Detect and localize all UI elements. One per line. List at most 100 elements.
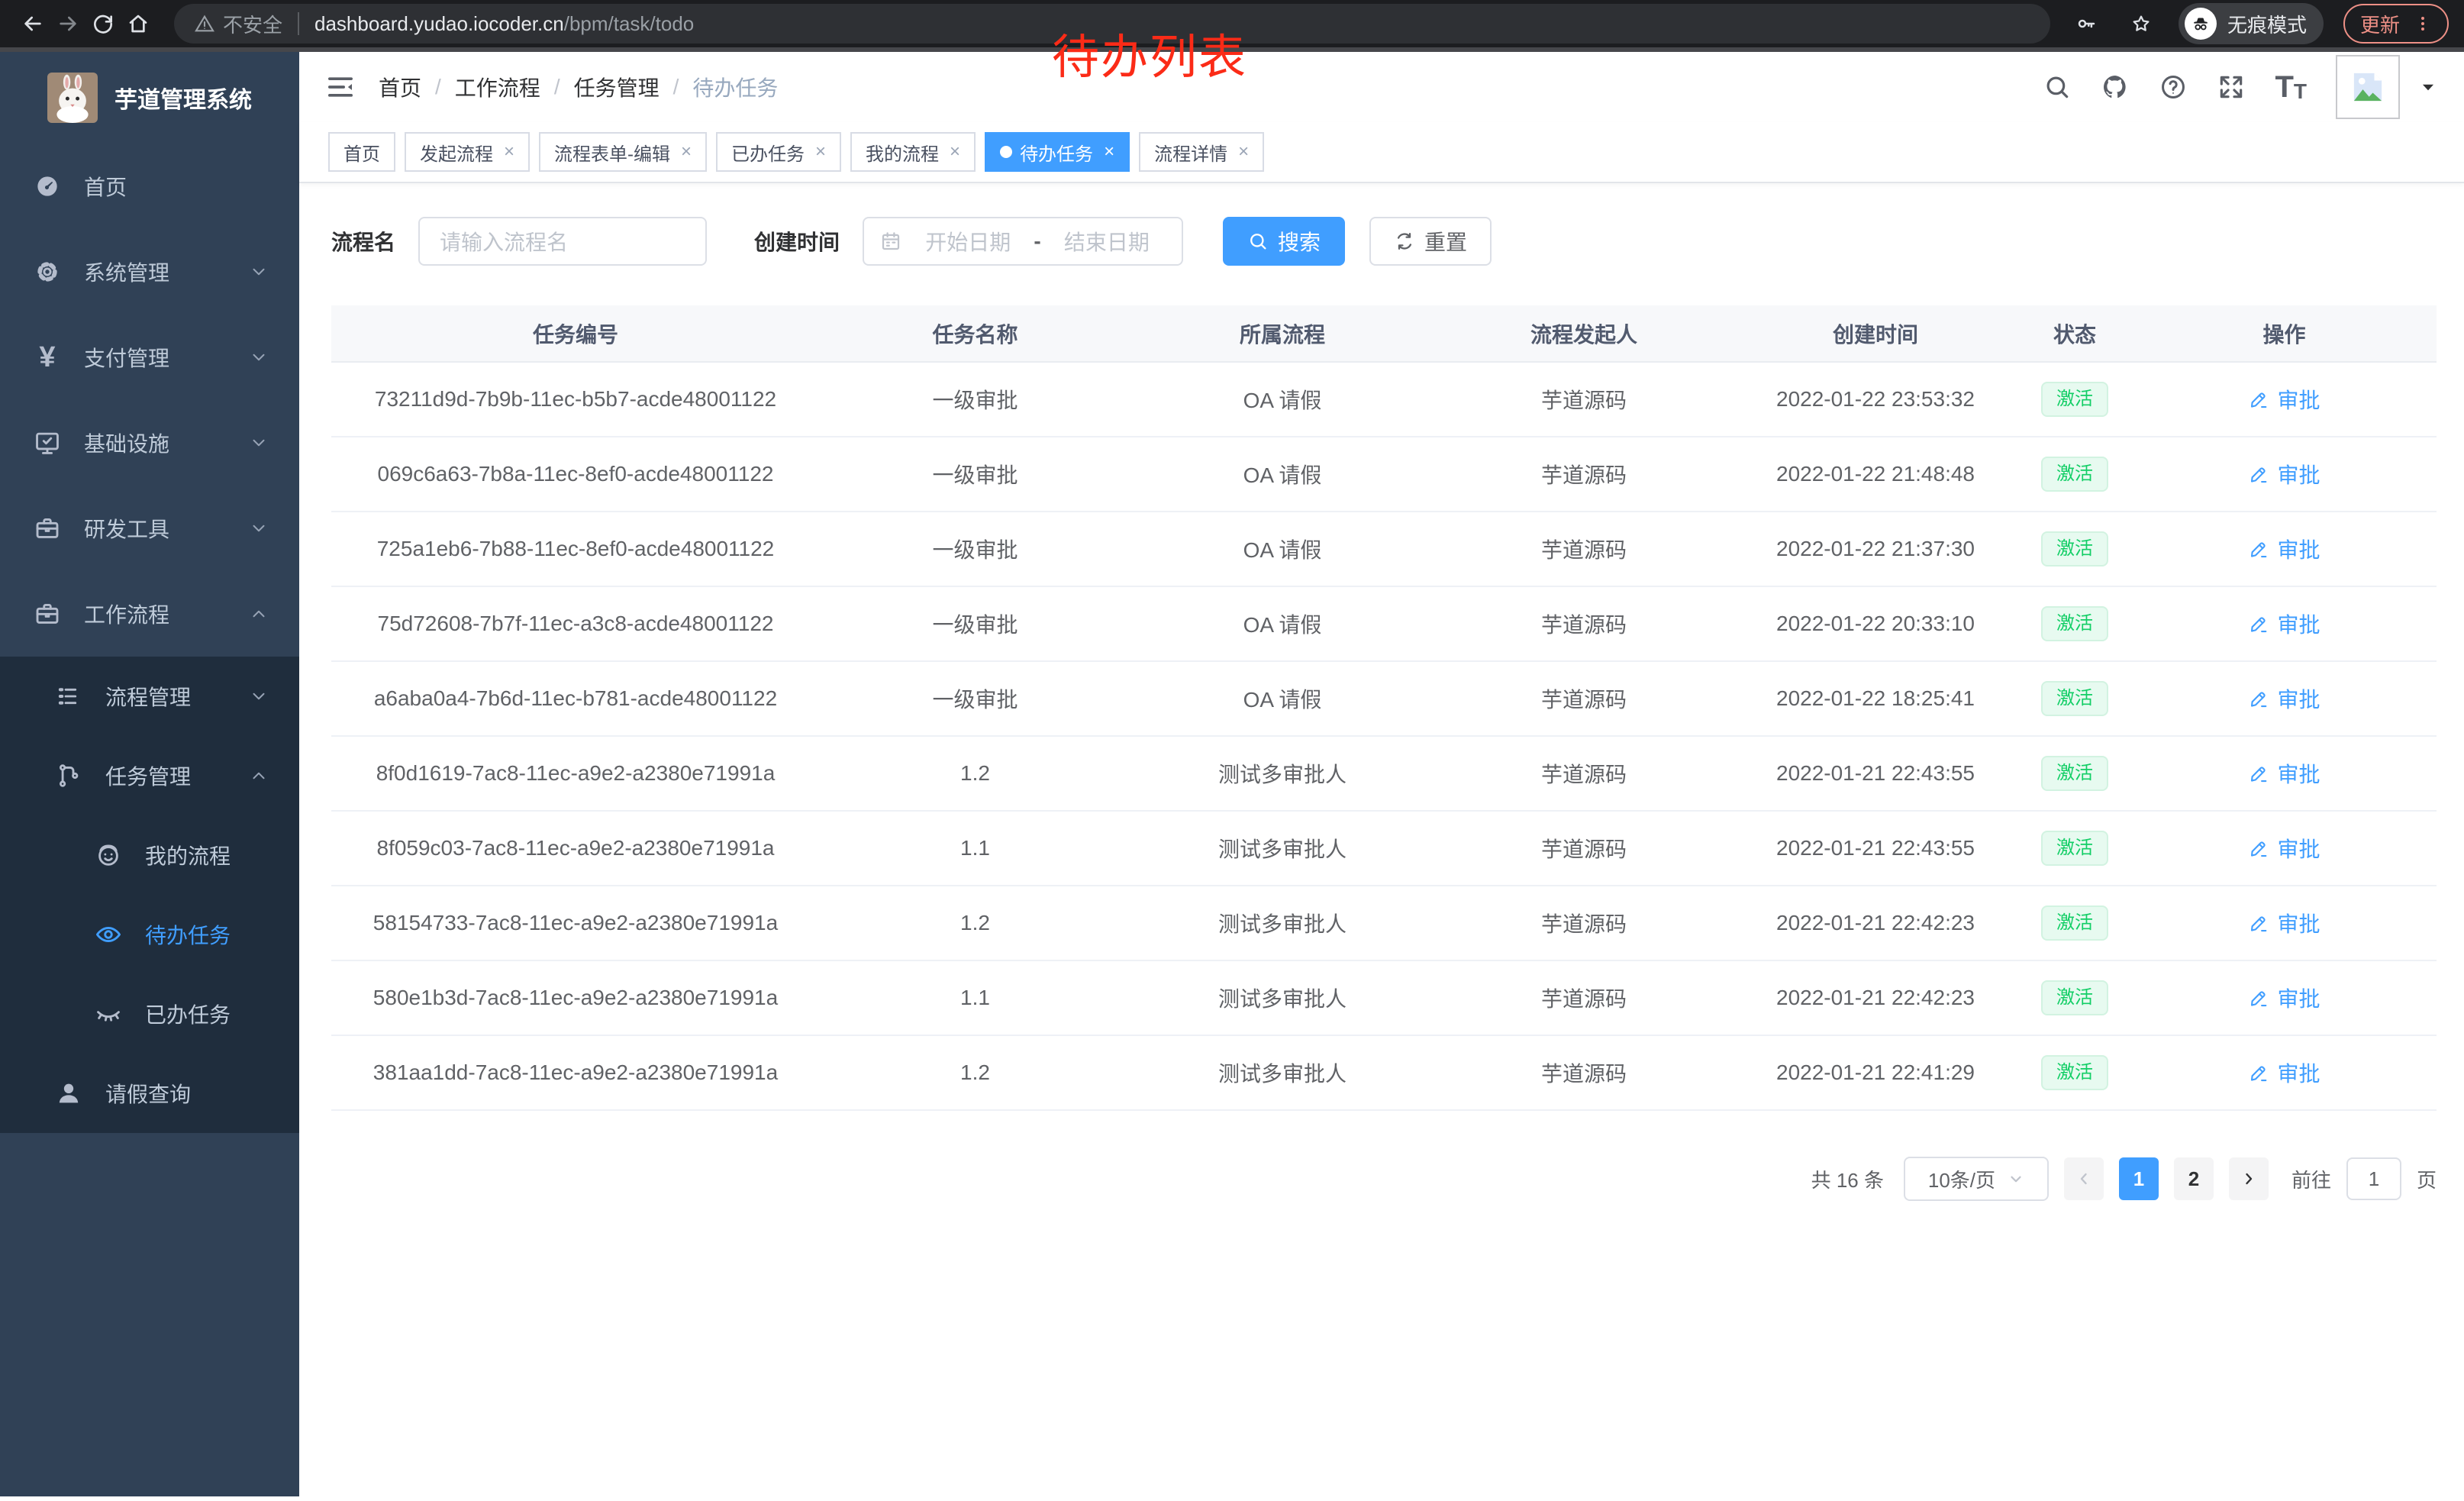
approve-link[interactable]: 审批	[2248, 384, 2320, 415]
sidebar-item-支付管理[interactable]: ¥ 支付管理	[0, 315, 299, 400]
initiator-cell: 芋道源码	[1434, 811, 1734, 886]
goto-label: 前往	[2291, 1168, 2331, 1192]
collapse-sidebar-icon[interactable]	[325, 72, 356, 102]
sidebar-item-请假查询[interactable]: 请假查询	[0, 1054, 299, 1133]
sidebar-item-基础设施[interactable]: 基础设施	[0, 400, 299, 486]
close-tab-icon[interactable]: ×	[1238, 141, 1250, 162]
operation-cell: 审批	[2132, 362, 2437, 437]
sidebar-item-待办任务[interactable]: 待办任务	[0, 895, 299, 974]
yen-icon: ¥	[39, 341, 56, 373]
page-button-2[interactable]: 2	[2173, 1157, 2214, 1200]
incognito-badge: 无痕模式	[2178, 3, 2324, 44]
tab-待办任务[interactable]: 待办任务 ×	[985, 132, 1130, 172]
approve-link[interactable]: 审批	[2248, 534, 2320, 564]
status-badge: 激活	[2041, 830, 2108, 867]
sidebar-item-流程管理[interactable]: 流程管理	[0, 657, 299, 736]
reload-icon[interactable]	[85, 6, 121, 41]
sidebar-item-label: 研发工具	[84, 518, 170, 541]
approve-link[interactable]: 审批	[2248, 683, 2320, 714]
home-icon[interactable]	[121, 6, 156, 41]
tab-流程表单-编辑[interactable]: 流程表单-编辑 ×	[539, 132, 708, 172]
page-button-1[interactable]: 1	[2118, 1157, 2159, 1200]
tab-首页[interactable]: 首页	[328, 132, 395, 172]
sidebar-item-label: 已办任务	[145, 1003, 231, 1027]
breadcrumb-item[interactable]: 任务管理	[573, 76, 660, 100]
goto-page-input[interactable]: 1	[2346, 1157, 2401, 1200]
process-cell: OA 请假	[1130, 437, 1434, 512]
approve-link[interactable]: 审批	[2248, 459, 2320, 489]
table-row: 069c6a63-7b8a-11ec-8ef0-acde48001122 一级审批…	[331, 437, 2437, 512]
table-row: 8f0d1619-7ac8-11ec-a9e2-a2380e71991a 1.2 测…	[331, 736, 2437, 812]
approve-link[interactable]: 审批	[2248, 608, 2320, 639]
sidebar-item-任务管理[interactable]: 任务管理	[0, 736, 299, 815]
browser-chrome: 不安全 dashboard.yudao.iocoder.cn/bpm/task/…	[0, 0, 2464, 84]
task-name-cell: 一级审批	[820, 661, 1130, 737]
close-tab-icon[interactable]: ×	[504, 141, 515, 162]
initiator-cell: 芋道源码	[1434, 886, 1734, 961]
github-icon[interactable]	[2101, 73, 2130, 102]
tab-label: 流程详情	[1154, 144, 1228, 165]
task-id-cell: 381aa1dd-7ac8-11ec-a9e2-a2380e71991a	[331, 1035, 820, 1111]
fullscreen-icon[interactable]	[2217, 73, 2246, 102]
browser-update-button[interactable]: 更新	[2343, 4, 2449, 44]
address-divider	[298, 12, 300, 35]
tab-流程详情[interactable]: 流程详情 ×	[1139, 132, 1265, 172]
sidebar-item-label: 流程管理	[105, 686, 192, 709]
address-bar[interactable]: 不安全 dashboard.yudao.iocoder.cn/bpm/task/…	[174, 4, 2050, 44]
update-label: 更新	[2359, 13, 2400, 37]
approve-link[interactable]: 审批	[2248, 983, 2320, 1013]
tab-发起流程[interactable]: 发起流程 ×	[405, 132, 531, 172]
close-tab-icon[interactable]: ×	[681, 141, 692, 162]
approve-link[interactable]: 审批	[2248, 908, 2320, 938]
workflow-submenu: 流程管理任务管理 我的流程 待办任务已办任务请假查询	[0, 657, 299, 1133]
breadcrumb-item[interactable]: 工作流程	[454, 76, 540, 100]
table-row: 8f059c03-7ac8-11ec-a9e2-a2380e71991a 1.1 测…	[331, 811, 2437, 886]
status-badge: 激活	[2041, 381, 2108, 418]
sidebar-item-我的流程[interactable]: 我的流程	[0, 815, 299, 895]
approve-label: 审批	[2277, 687, 2320, 712]
star-icon[interactable]	[2124, 6, 2159, 41]
search-icon[interactable]	[2043, 73, 2072, 102]
key-icon[interactable]	[2069, 6, 2104, 41]
close-tab-icon[interactable]: ×	[950, 141, 961, 162]
process-cell: OA 请假	[1130, 512, 1434, 587]
page-content: 流程名 请输入流程名 创建时间 开始日期 - 结束日期 搜索 重置	[299, 183, 2464, 1201]
search-button[interactable]: 搜索	[1223, 217, 1346, 266]
approve-link[interactable]: 审批	[2248, 758, 2320, 789]
sidebar-item-系统管理[interactable]: 系统管理	[0, 229, 299, 315]
sidebar-item-label: 工作流程	[84, 603, 170, 627]
menu-dots-icon[interactable]	[2414, 15, 2432, 33]
approve-link[interactable]: 审批	[2248, 1057, 2320, 1088]
reset-button[interactable]: 重置	[1369, 217, 1492, 266]
process-cell: 测试多审批人	[1130, 1035, 1434, 1111]
sidebar-item-首页[interactable]: 首页	[0, 144, 299, 229]
status-cell: 激活	[2017, 960, 2132, 1036]
process-name-input[interactable]: 请输入流程名	[418, 217, 708, 266]
date-range-picker[interactable]: 开始日期 - 结束日期	[863, 217, 1184, 266]
prev-page-button[interactable]	[2063, 1157, 2104, 1200]
status-cell: 激活	[2017, 811, 2132, 886]
breadcrumb-item[interactable]: 首页	[379, 76, 422, 100]
page-size-select[interactable]: 10条/页	[1903, 1157, 2049, 1201]
sidebar-item-工作流程[interactable]: 工作流程	[0, 571, 299, 657]
incognito-label: 无痕模式	[2227, 13, 2307, 37]
caret-down-icon[interactable]	[2418, 77, 2438, 97]
status-badge: 激活	[2041, 1054, 2108, 1091]
forward-icon[interactable]	[50, 6, 85, 41]
sidebar-item-研发工具[interactable]: 研发工具	[0, 486, 299, 571]
approve-link[interactable]: 审批	[2248, 833, 2320, 863]
next-page-button[interactable]	[2228, 1157, 2269, 1200]
close-tab-icon[interactable]: ×	[815, 141, 827, 162]
sidebar-item-已办任务[interactable]: 已办任务	[0, 974, 299, 1054]
back-icon[interactable]	[15, 6, 50, 41]
sidebar-menu: 首页 系统管理 ¥ 支付管理 基础设施研发工具工作流程流程管理任务管理 我的流程 待办任务已…	[0, 144, 299, 1133]
tab-已办任务[interactable]: 已办任务 ×	[716, 132, 842, 172]
question-icon[interactable]	[2159, 73, 2188, 102]
end-date-placeholder: 结束日期	[1063, 231, 1150, 254]
task-id-cell: 8f0d1619-7ac8-11ec-a9e2-a2380e71991a	[331, 736, 820, 812]
app-logo[interactable]: 芋道管理系统	[0, 52, 299, 144]
tab-我的流程[interactable]: 我的流程 ×	[850, 132, 976, 172]
close-tab-icon[interactable]: ×	[1104, 141, 1115, 162]
avatar[interactable]	[2336, 55, 2400, 119]
